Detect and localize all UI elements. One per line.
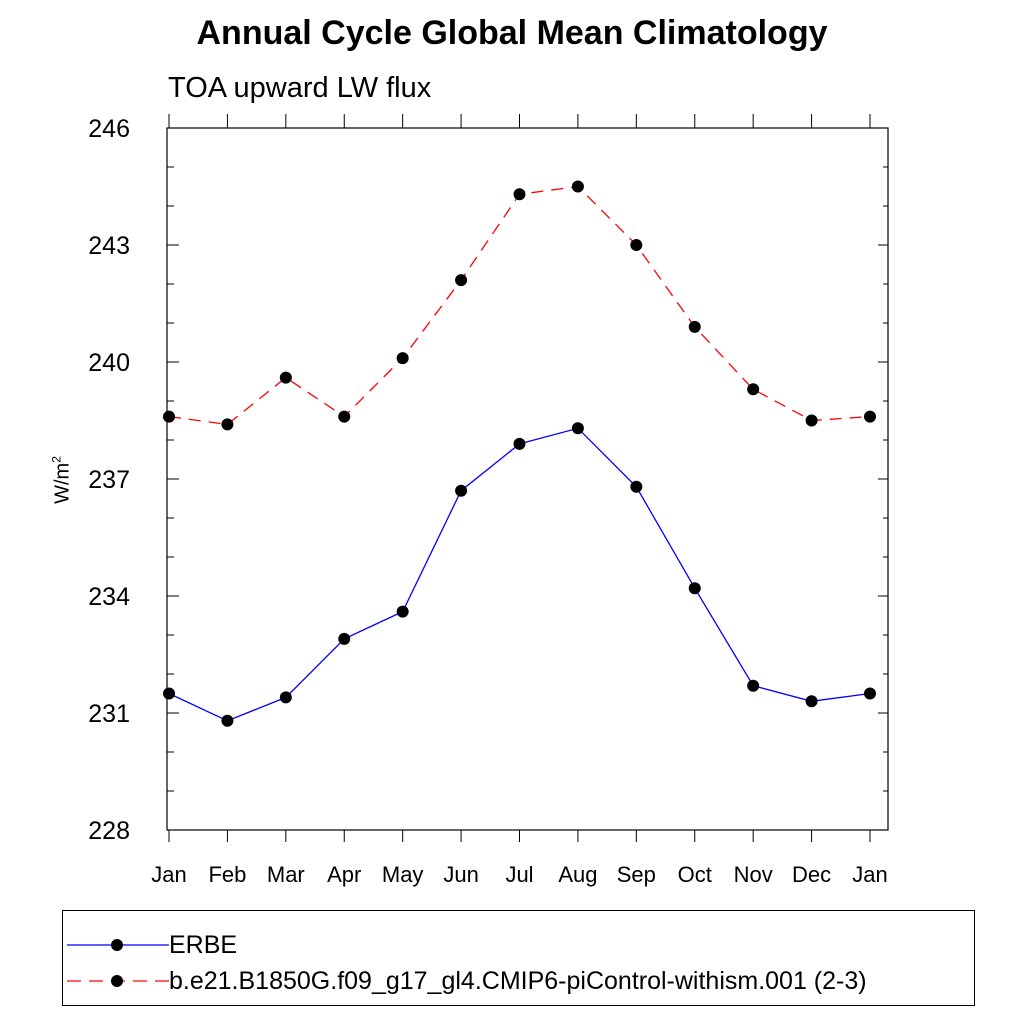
y-tick-label: 240 (88, 349, 130, 377)
data-point-0-2 (279, 691, 292, 704)
data-point-0-8 (630, 480, 643, 493)
legend-item-model: b.e21.B1850G.f09_g17_gl4.CMIP6-piControl… (63, 961, 974, 1001)
series-line-1 (168, 185, 871, 426)
data-point-0-5 (455, 484, 468, 497)
y-tick-label: 243 (88, 232, 130, 260)
y-tick-label: 237 (88, 466, 130, 494)
legend-label-model: b.e21.B1850G.f09_g17_gl4.CMIP6-piControl… (169, 967, 867, 995)
x-tick-label: May (382, 862, 424, 887)
x-tick-label: Jan (151, 862, 186, 887)
y-tick-label: 246 (88, 115, 130, 143)
legend-marker-model (111, 975, 123, 987)
data-point-0-10 (747, 679, 760, 692)
data-point-1-11 (805, 414, 818, 427)
data-point-1-3 (338, 410, 351, 423)
legend-label-erbe: ERBE (169, 931, 238, 959)
tick-labels: 228 231 234 237 240 243 246 Jan Feb Mar Apr May Jun J… (88, 115, 887, 887)
data-point-0-9 (688, 582, 701, 595)
x-tick-label: Sep (617, 862, 656, 887)
data-point-1-1 (221, 418, 234, 431)
x-tick-label: Jul (505, 862, 533, 887)
chart-subtitle: TOA upward LW flux (168, 72, 432, 104)
x-tick-label: Mar (267, 862, 305, 887)
chart-title: Annual Cycle Global Mean Climatology (196, 14, 828, 52)
data-point-1-9 (688, 320, 701, 333)
x-tick-label: Oct (678, 862, 712, 887)
series-line-0 (168, 427, 871, 722)
legend: ERBE b.e21.B1850G.f09_g17_gl4.CMIP6-piCo… (62, 910, 975, 1006)
data-series (163, 180, 876, 727)
data-point-1-12 (864, 410, 876, 423)
data-point-1-7 (571, 180, 584, 193)
x-tick-label: Jun (443, 862, 478, 887)
legend-marker-erbe (111, 939, 123, 951)
x-tick-label: Aug (558, 862, 597, 887)
data-point-1-10 (747, 383, 760, 396)
x-tick-label: Nov (734, 862, 773, 887)
plot-frame (166, 127, 889, 831)
x-tick-label: Dec (792, 862, 831, 887)
data-point-1-0 (163, 410, 175, 423)
data-point-0-12 (864, 687, 876, 700)
y-tick-label: 228 (88, 817, 130, 845)
line-chart: 228 231 234 237 240 243 246 Jan Feb Mar Apr May Jun J… (88, 114, 889, 887)
legend-swatch-erbe (67, 939, 169, 951)
data-point-0-1 (221, 714, 234, 727)
data-point-0-0 (163, 687, 175, 700)
legend-swatch-model (67, 975, 169, 987)
x-tick-label: Feb (208, 862, 246, 887)
legend-item-erbe: ERBE (63, 925, 974, 965)
data-point-1-6 (513, 188, 526, 201)
data-point-0-7 (571, 422, 584, 435)
data-point-0-3 (338, 632, 351, 645)
data-point-0-4 (396, 605, 409, 618)
axis-ticks (167, 114, 888, 842)
data-point-1-2 (279, 371, 292, 384)
y-tick-label: 234 (88, 583, 130, 611)
data-point-1-8 (630, 239, 643, 251)
data-point-0-11 (805, 695, 818, 708)
data-point-0-6 (513, 437, 526, 450)
data-point-1-4 (396, 352, 409, 365)
x-tick-label: Jan (852, 862, 887, 887)
data-point-1-5 (455, 274, 468, 287)
x-tick-label: Apr (327, 862, 361, 887)
y-tick-label: 231 (88, 700, 130, 728)
